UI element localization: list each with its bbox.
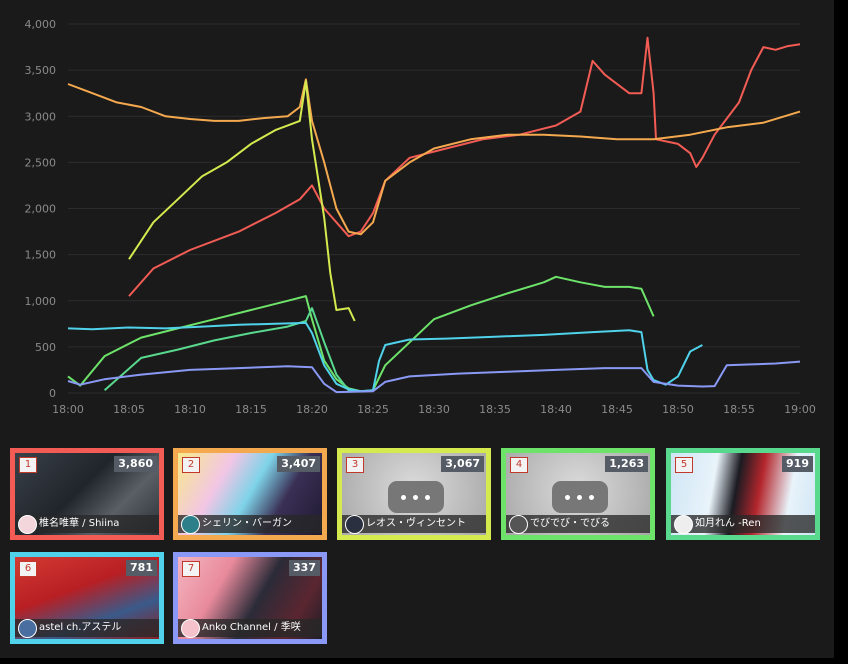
y-tick-label: 1,500: [25, 249, 57, 262]
series-line-2: [67, 78, 801, 236]
series-line-5: [103, 307, 361, 393]
viewer-count-line-chart: 05001,0001,5002,0002,5003,0003,5004,000 …: [25, 18, 816, 416]
x-tick-label: 18:25: [357, 403, 389, 416]
channel-name: レオス・ヴィンセント: [342, 515, 486, 533]
rank-badge: 7: [182, 561, 200, 577]
y-tick-label: 0: [49, 387, 56, 400]
y-tick-label: 2,000: [25, 203, 57, 216]
x-tick-label: 18:55: [723, 403, 755, 416]
y-tick-label: 1,000: [25, 295, 57, 308]
channel-name: でびでび・でびる: [506, 515, 650, 533]
x-tick-label: 18:10: [174, 403, 206, 416]
x-tick-label: 18:40: [540, 403, 572, 416]
more-icon: [388, 481, 444, 513]
stream-card-6[interactable]: 6 781 astel ch.アステル: [10, 552, 164, 644]
y-tick-label: 3,500: [25, 64, 57, 77]
x-tick-label: 18:45: [601, 403, 633, 416]
more-icon: [552, 481, 608, 513]
avatar: [345, 515, 364, 534]
stream-ranking-panel: 0 500 1,000 1,500 2,000 2,500 3,000 3,500 4,000 …: [0, 0, 834, 658]
channel-name: 椎名唯華 / Shiina: [15, 515, 159, 533]
stream-card-7[interactable]: 7 337 Anko Channel / 季咲: [173, 552, 327, 644]
series-line-7: [67, 360, 801, 394]
avatar: [18, 619, 37, 638]
viewer-count: 3,067: [441, 456, 484, 472]
rank-badge: 1: [19, 457, 37, 473]
x-tick-label: 18:20: [296, 403, 328, 416]
rank-badge: 4: [510, 457, 528, 473]
stream-card-1[interactable]: 1 3,860 椎名唯華 / Shiina: [10, 448, 164, 540]
x-tick-label: 18:50: [662, 403, 694, 416]
channel-name: astel ch.アステル: [15, 619, 159, 637]
x-tick-label: 19:00: [784, 403, 816, 416]
series-line-3: [128, 80, 356, 322]
viewer-count: 919: [782, 456, 813, 472]
viewer-count: 781: [126, 560, 157, 576]
rank-badge: 3: [346, 457, 364, 473]
avatar: [181, 619, 200, 638]
series-line-1: [128, 36, 801, 297]
stream-card-5[interactable]: 919 5 如月れん -Ren: [666, 448, 820, 540]
avatar: [18, 515, 37, 534]
y-tick-label: 500: [35, 341, 56, 354]
y-tick-label: 4,000: [25, 18, 57, 31]
viewer-count: 3,407: [277, 456, 320, 472]
series-line-6: [67, 321, 703, 393]
channel-name: シェリン・バーガン: [178, 515, 322, 533]
x-tick-label: 18:00: [52, 403, 84, 416]
stream-card-3[interactable]: 3 3,067 レオス・ヴィンセント: [337, 448, 491, 540]
y-tick-label: 2,500: [25, 156, 57, 169]
channel-name: 如月れん -Ren: [671, 515, 815, 533]
avatar: [509, 515, 528, 534]
viewer-count: 337: [289, 560, 320, 576]
x-tick-label: 18:15: [235, 403, 267, 416]
rank-badge: 2: [182, 457, 200, 473]
avatar: [181, 515, 200, 534]
rank-badge: 5: [675, 457, 693, 473]
rank-badge: 6: [19, 561, 37, 577]
x-tick-label: 18:35: [479, 403, 511, 416]
avatar: [674, 515, 693, 534]
y-tick-label: 3,000: [25, 110, 57, 123]
stream-card-2[interactable]: 2 3,407 シェリン・バーガン: [173, 448, 327, 540]
x-tick-label: 18:30: [418, 403, 450, 416]
viewer-count: 3,860: [114, 456, 157, 472]
viewer-count: 1,263: [605, 456, 648, 472]
stream-card-4[interactable]: 4 1,263 でびでび・でびる: [501, 448, 655, 540]
x-tick-label: 18:05: [113, 403, 145, 416]
channel-name: Anko Channel / 季咲: [178, 619, 322, 637]
